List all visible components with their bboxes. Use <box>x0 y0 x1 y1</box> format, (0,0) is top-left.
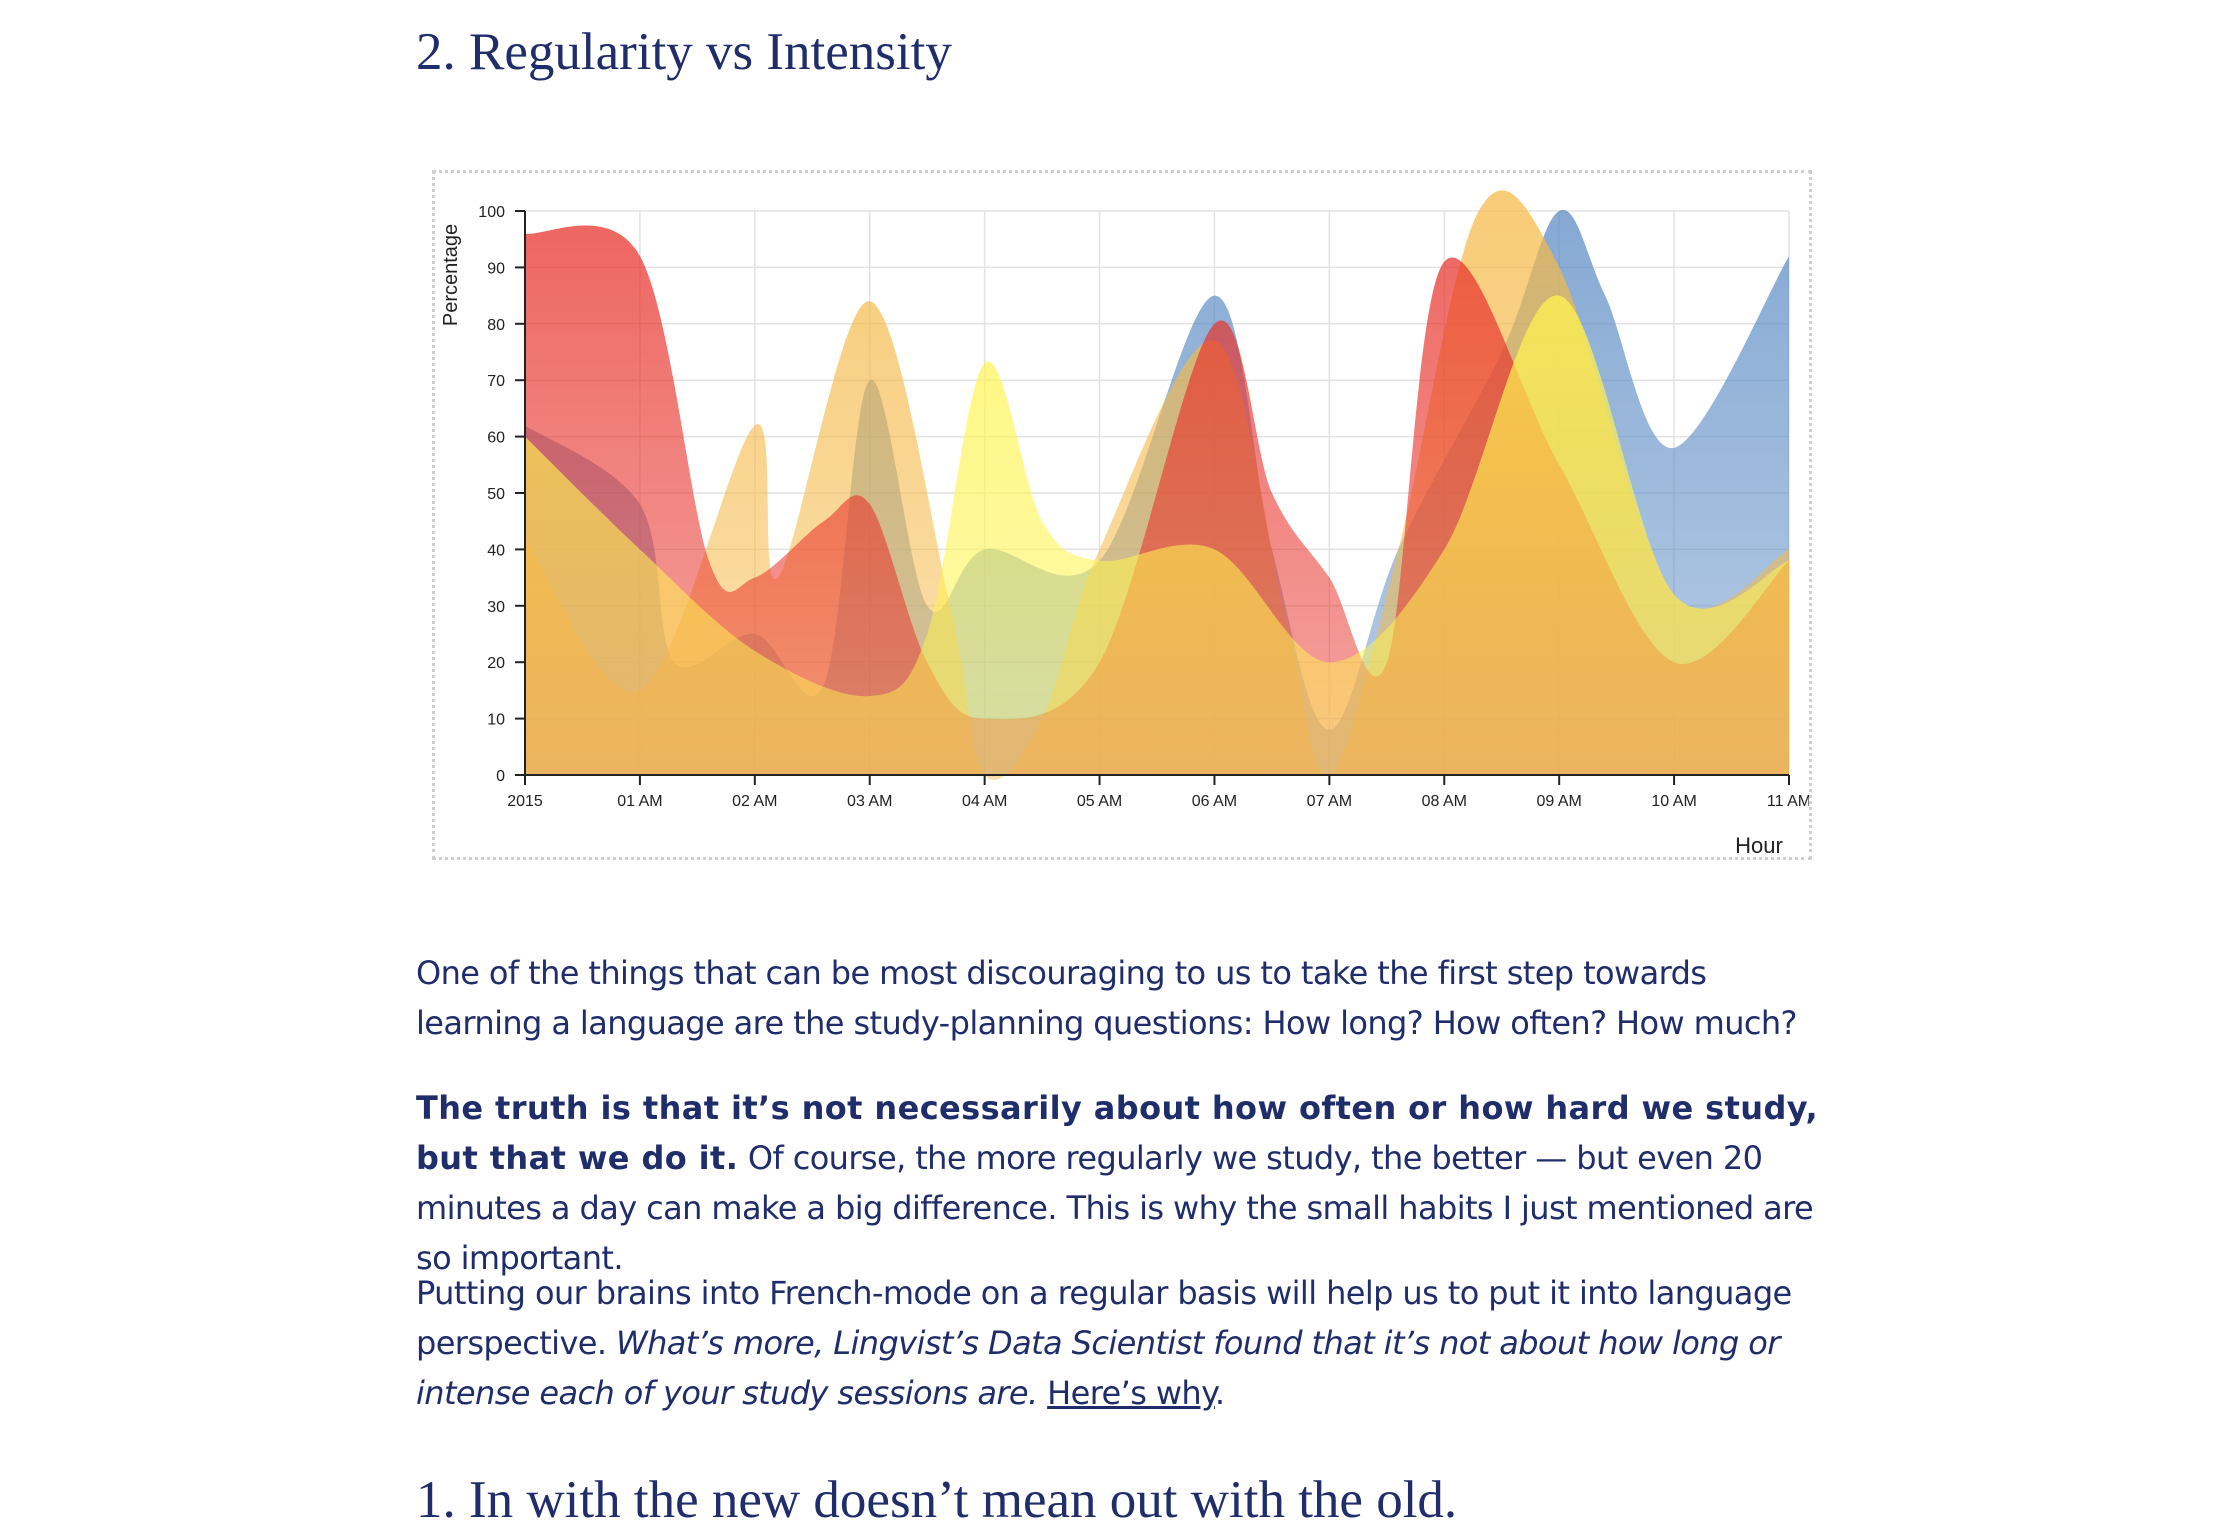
y-tick-label: 80 <box>487 317 505 334</box>
x-tick-label: 11 AM <box>1767 793 1809 810</box>
paragraph-french-plain: Putting our brains into French-mode on a… <box>416 1274 1792 1362</box>
x-tick-label: 06 AM <box>1192 793 1237 810</box>
paragraph-truth: The truth is that it’s not necessarily a… <box>416 1083 1836 1283</box>
y-tick-label: 60 <box>487 430 505 447</box>
paragraph-french-end: . <box>1214 1374 1225 1412</box>
paragraph-truth-rest: Of course, the more regularly we study, … <box>416 1139 1814 1277</box>
heres-why-link[interactable]: Here’s why <box>1047 1374 1215 1412</box>
x-tick-label: 02 AM <box>732 793 777 810</box>
paragraph-truth-bold: The truth is that it’s not necessarily a… <box>416 1089 1819 1177</box>
x-tick-label: 05 AM <box>1077 793 1122 810</box>
y-tick-label: 0 <box>496 768 505 785</box>
y-tick-label: 10 <box>487 712 505 729</box>
x-tick-label: 2015 <box>507 793 543 810</box>
x-axis-title: Hour <box>1735 833 1783 857</box>
area-chart: 0 10 20 30 40 50 60 70 80 90 100 2015 01 AM 02 AM 03 A… <box>440 190 1809 857</box>
y-tick-label: 90 <box>487 260 505 277</box>
section-heading-regularity: 2. Regularity vs Intensity <box>416 23 952 81</box>
y-tick-label: 40 <box>487 542 505 559</box>
x-tick-label: 03 AM <box>847 793 892 810</box>
x-tick-label: 04 AM <box>962 793 1007 810</box>
y-tick-label: 70 <box>487 373 505 390</box>
area-series-4 <box>525 295 1789 775</box>
y-tick-label: 50 <box>487 486 505 503</box>
paragraph-study-planning: One of the things that can be most disco… <box>416 954 1798 1042</box>
y-tick-label: 20 <box>487 655 505 672</box>
chart-figure: 0 10 20 30 40 50 60 70 80 90 100 2015 01 AM 02 AM 03 A… <box>432 170 1812 860</box>
y-tick-label: 30 <box>487 599 505 616</box>
x-tick-label: 07 AM <box>1307 793 1352 810</box>
paragraph-french-space <box>1038 1374 1048 1412</box>
x-tick-label: 09 AM <box>1537 793 1582 810</box>
x-tick-label: 10 AM <box>1651 793 1696 810</box>
section-heading-new-old: 1. In with the new doesn’t mean out with… <box>416 1471 1458 1529</box>
y-tick-label: 100 <box>478 204 505 221</box>
x-tick-label: 01 AM <box>617 793 662 810</box>
y-axis-title: Percentage <box>440 224 462 326</box>
x-tick-label: 08 AM <box>1422 793 1467 810</box>
paragraph-french-mode: Putting our brains into French-mode on a… <box>416 1268 1836 1418</box>
paragraph-french-italic: What’s more, Lingvist’s Data Scientist f… <box>416 1324 1780 1412</box>
